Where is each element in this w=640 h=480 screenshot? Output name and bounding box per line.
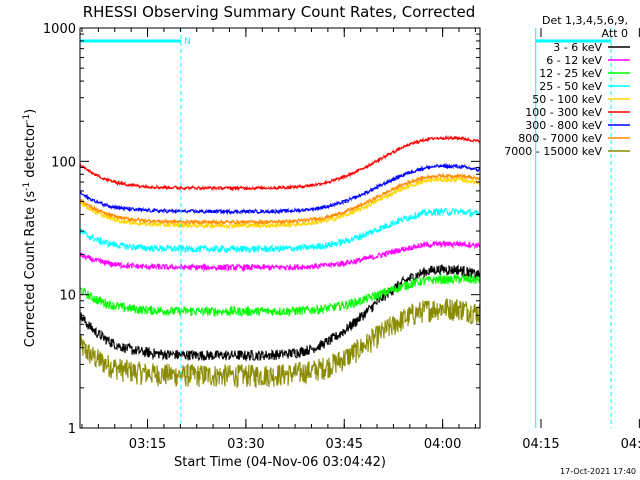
generated-timestamp: 17-Oct-2021 17:40 [560,467,636,476]
series-800-7000-kevline [79,172,481,226]
y-tick-label: 1 [68,422,76,437]
series-layer [79,134,481,389]
legend-entry-label: 6 - 12 keV [546,54,602,67]
legend-entry-label: 800 - 7000 keV [518,132,602,145]
x-tick-label: 03:45 [326,437,363,452]
series-50-100-kevline [79,176,481,230]
legend-entry-label: 100 - 300 keV [525,106,602,119]
y-axis-label-part-1: Corrected Count Rate (s [23,191,38,348]
y-axis-ticks: 1 10 100 1000 [43,22,480,437]
series-6-12-kevline [79,239,481,273]
legend-entry-label: 50 - 100 keV [532,93,602,106]
x-tick-label: 04:00 [424,437,461,452]
y-axis-label-part-3: ) [23,109,38,114]
x-tick-label: 03:15 [129,437,166,452]
series-300-800-kevline [79,162,481,216]
y-axis-label-sup-2: -1 [22,114,32,123]
plot-frame [79,27,481,429]
x-axis-ticks: 03:15 03:30 03:45 04:00 04:15 04:30 [81,28,640,452]
legend-entry-label: 25 - 50 keV [539,80,602,93]
x-tick-label: 04:30 [621,437,640,452]
series-7000-15000-kevline [79,298,481,389]
series-100-300-kevline [79,134,481,192]
y-tick-label: 1000 [43,22,76,37]
y-axis-label-part-2: detector [23,122,38,182]
legend-entry-label: 300 - 800 keV [525,119,602,132]
y-axis-label: Corrected Count Rate (s-1 detector-1) [22,109,38,347]
legend-entry-label: 12 - 25 keV [539,67,602,80]
x-tick-label: 04:15 [522,437,559,452]
series-12-25-kevline [79,273,481,318]
y-axis-label-sup-1: -1 [22,182,32,191]
observing-bars: N [80,37,612,47]
x-tick-label: 03:30 [227,437,264,452]
y-tick-label: 10 [59,289,76,304]
time-markers [79,28,612,428]
legend-header-line-2: Att 0 [602,27,628,40]
legend-header-line-1: Det 1,3,4,5,6,9, [542,14,628,27]
x-axis-label: Start Time (04-Nov-06 03:04:42) [174,455,386,470]
y-tick-label: 100 [51,155,76,170]
chart-title: RHESSI Observing Summary Count Rates, Co… [83,3,476,21]
bar-label: N [184,37,191,47]
series-25-50-kevline [79,207,481,254]
legend-entry-label: 3 - 6 keV [553,41,602,54]
legend-entry-label: 7000 - 15000 keV [504,145,602,158]
